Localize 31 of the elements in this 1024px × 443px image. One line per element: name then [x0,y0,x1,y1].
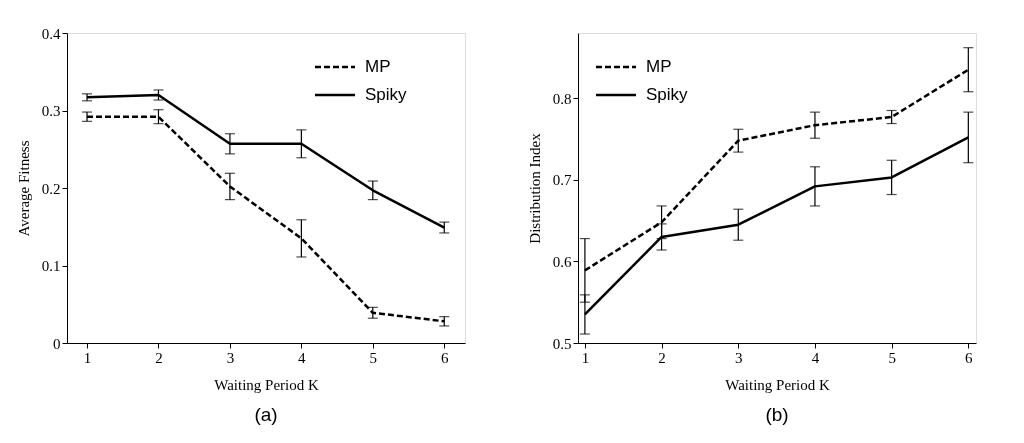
y-tick-label: 0.5 [552,335,572,352]
legend-label: MP [365,57,391,76]
y-tick-label: 0.8 [552,90,572,107]
x-tick-label: 2 [658,349,666,366]
legend-label: Spiky [365,85,408,104]
y-tick-label: 0.3 [41,103,61,119]
y-axis-title: Distribution Index [526,132,543,244]
text: (a) [254,404,278,425]
x-tick-label: 6 [965,349,974,366]
x-tick-label: 4 [298,349,307,366]
x-tick-label: 1 [581,349,590,366]
y-tick-label: 0.1 [41,258,61,274]
x-tick-label: 4 [811,349,820,366]
y-tick-label: 0.6 [552,253,572,270]
y-tick-label: 0.7 [552,172,572,189]
x-tick-label: 3 [226,349,235,366]
x-tick-label: 1 [83,349,92,366]
x-tick-label: 5 [888,349,896,366]
x-axis-title: Waiting Period K [214,376,319,393]
y-axis-title: Average Fitness [15,140,32,237]
x-tick-label: 5 [369,349,378,366]
x-axis-title: Waiting Period K [725,376,830,393]
text: (b) [765,404,789,425]
x-tick-label: 6 [441,349,450,366]
x-tick-label: 3 [735,349,743,366]
y-tick-label: 0.2 [41,180,61,197]
x-tick-label: 2 [155,349,163,366]
legend-label: Spiky [646,85,689,104]
y-tick-label: 0 [53,335,61,352]
legend-label: MP [646,57,672,76]
y-tick-label: 0.4 [41,25,61,42]
